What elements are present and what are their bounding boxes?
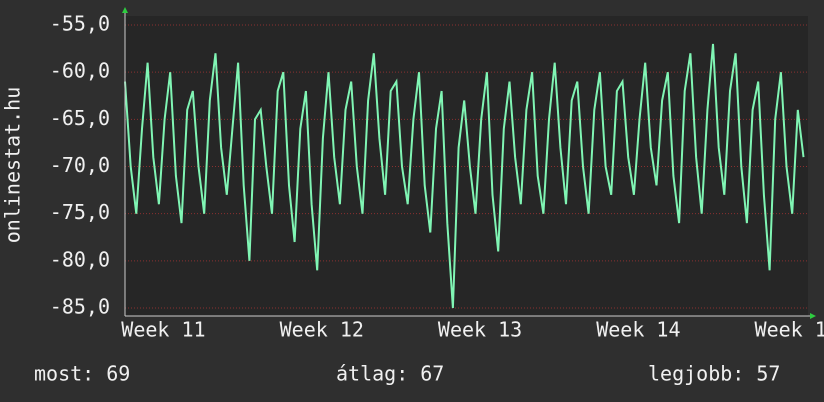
y-tick-label: -80,0: [50, 247, 110, 271]
x-tick-label: Week 14: [596, 318, 680, 342]
y-tick-label: -65,0: [50, 106, 110, 130]
y-tick-label: -55,0: [50, 12, 110, 36]
x-tick-label: Week 11: [121, 318, 205, 342]
summary-value: 69: [106, 362, 130, 386]
x-tick-label: Week 15: [755, 318, 824, 342]
y-tick-label: -70,0: [50, 153, 110, 177]
summary-value: 57: [756, 362, 780, 386]
x-tick-label: Week 12: [280, 318, 364, 342]
summary-label: átlag:: [336, 362, 408, 386]
y-axis-label: onlinestat.hu: [1, 87, 25, 244]
summary-value: 67: [420, 362, 444, 386]
y-tick-label: -75,0: [50, 200, 110, 224]
summary-label: most:: [34, 362, 94, 386]
data-line: [124, 43, 805, 309]
axis-arrow: [810, 313, 816, 319]
summary-label: legjobb:: [648, 362, 744, 386]
axis-arrow: [122, 7, 128, 13]
y-tick-label: -85,0: [50, 295, 110, 319]
x-tick-label: Week 13: [438, 318, 522, 342]
y-tick-label: -60,0: [50, 59, 110, 83]
